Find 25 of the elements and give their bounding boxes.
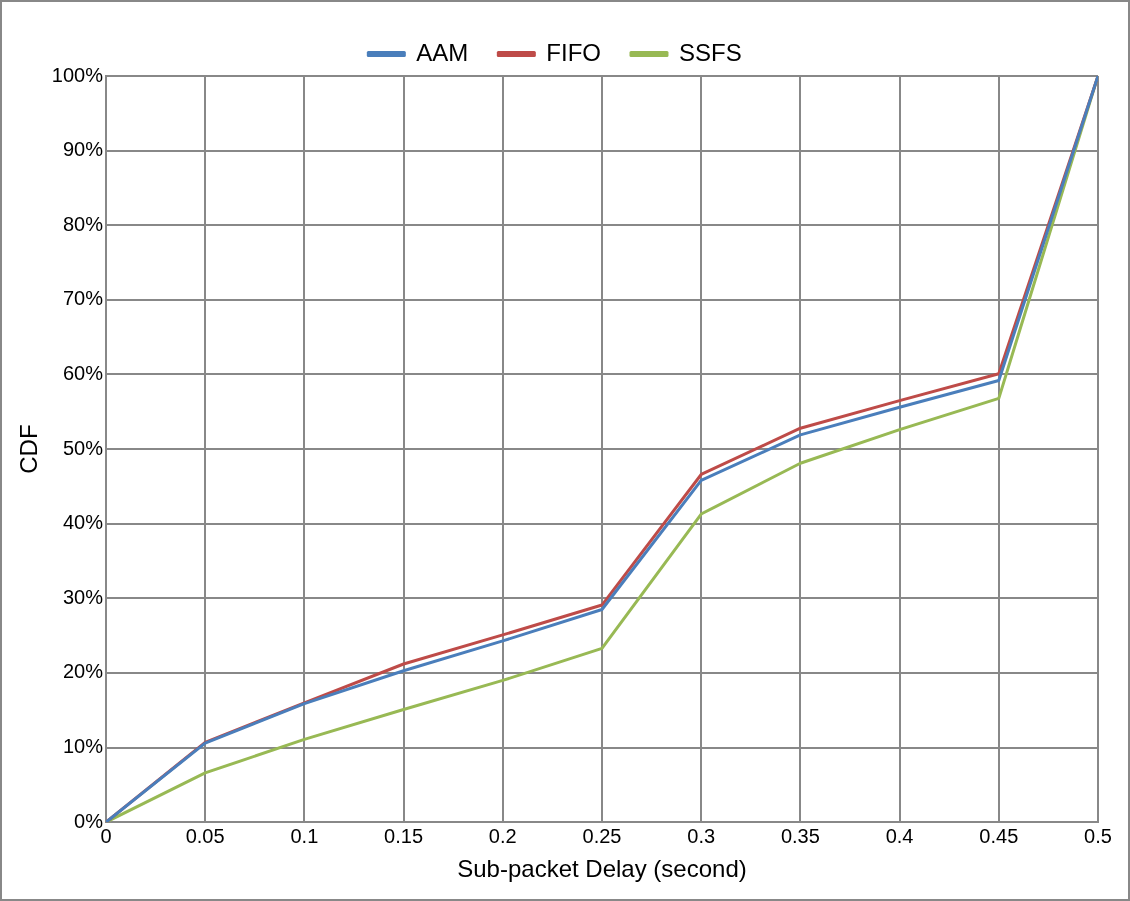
y-tick-label: 100%: [51, 63, 104, 86]
x-tick-label: 0.1: [290, 824, 319, 847]
x-tick-label: 0.05: [185, 824, 225, 847]
x-tick-label: 0.35: [780, 824, 820, 847]
x-tick-label: 0.15: [384, 824, 424, 847]
y-axis-title: CDF: [15, 424, 43, 474]
y-tick-label: 90%: [62, 138, 104, 161]
y-tick-label: 70%: [62, 287, 104, 310]
x-tick-label: 0.3: [687, 824, 716, 847]
x-tick-label: 0.4: [885, 824, 914, 847]
legend-label: SSFS: [678, 38, 742, 66]
legend-label: FIFO: [546, 38, 601, 66]
x-tick-label: 0.2: [488, 824, 517, 847]
x-tick-label: 0.5: [1084, 824, 1112, 847]
y-tick-label: 30%: [62, 585, 104, 608]
y-tick-label: 20%: [62, 660, 104, 683]
y-tick-label: 60%: [62, 362, 104, 384]
x-tick-label: 0.45: [979, 824, 1019, 847]
x-tick-label: 0.25: [582, 824, 622, 847]
y-tick-label: 40%: [62, 511, 104, 534]
y-tick-label: 80%: [62, 212, 104, 235]
y-tick-label: 10%: [62, 735, 104, 758]
y-tick-label: 50%: [62, 436, 104, 459]
x-axis-title: Sub-packet Delay (second): [457, 855, 747, 883]
legend-label: AAM: [416, 38, 469, 66]
